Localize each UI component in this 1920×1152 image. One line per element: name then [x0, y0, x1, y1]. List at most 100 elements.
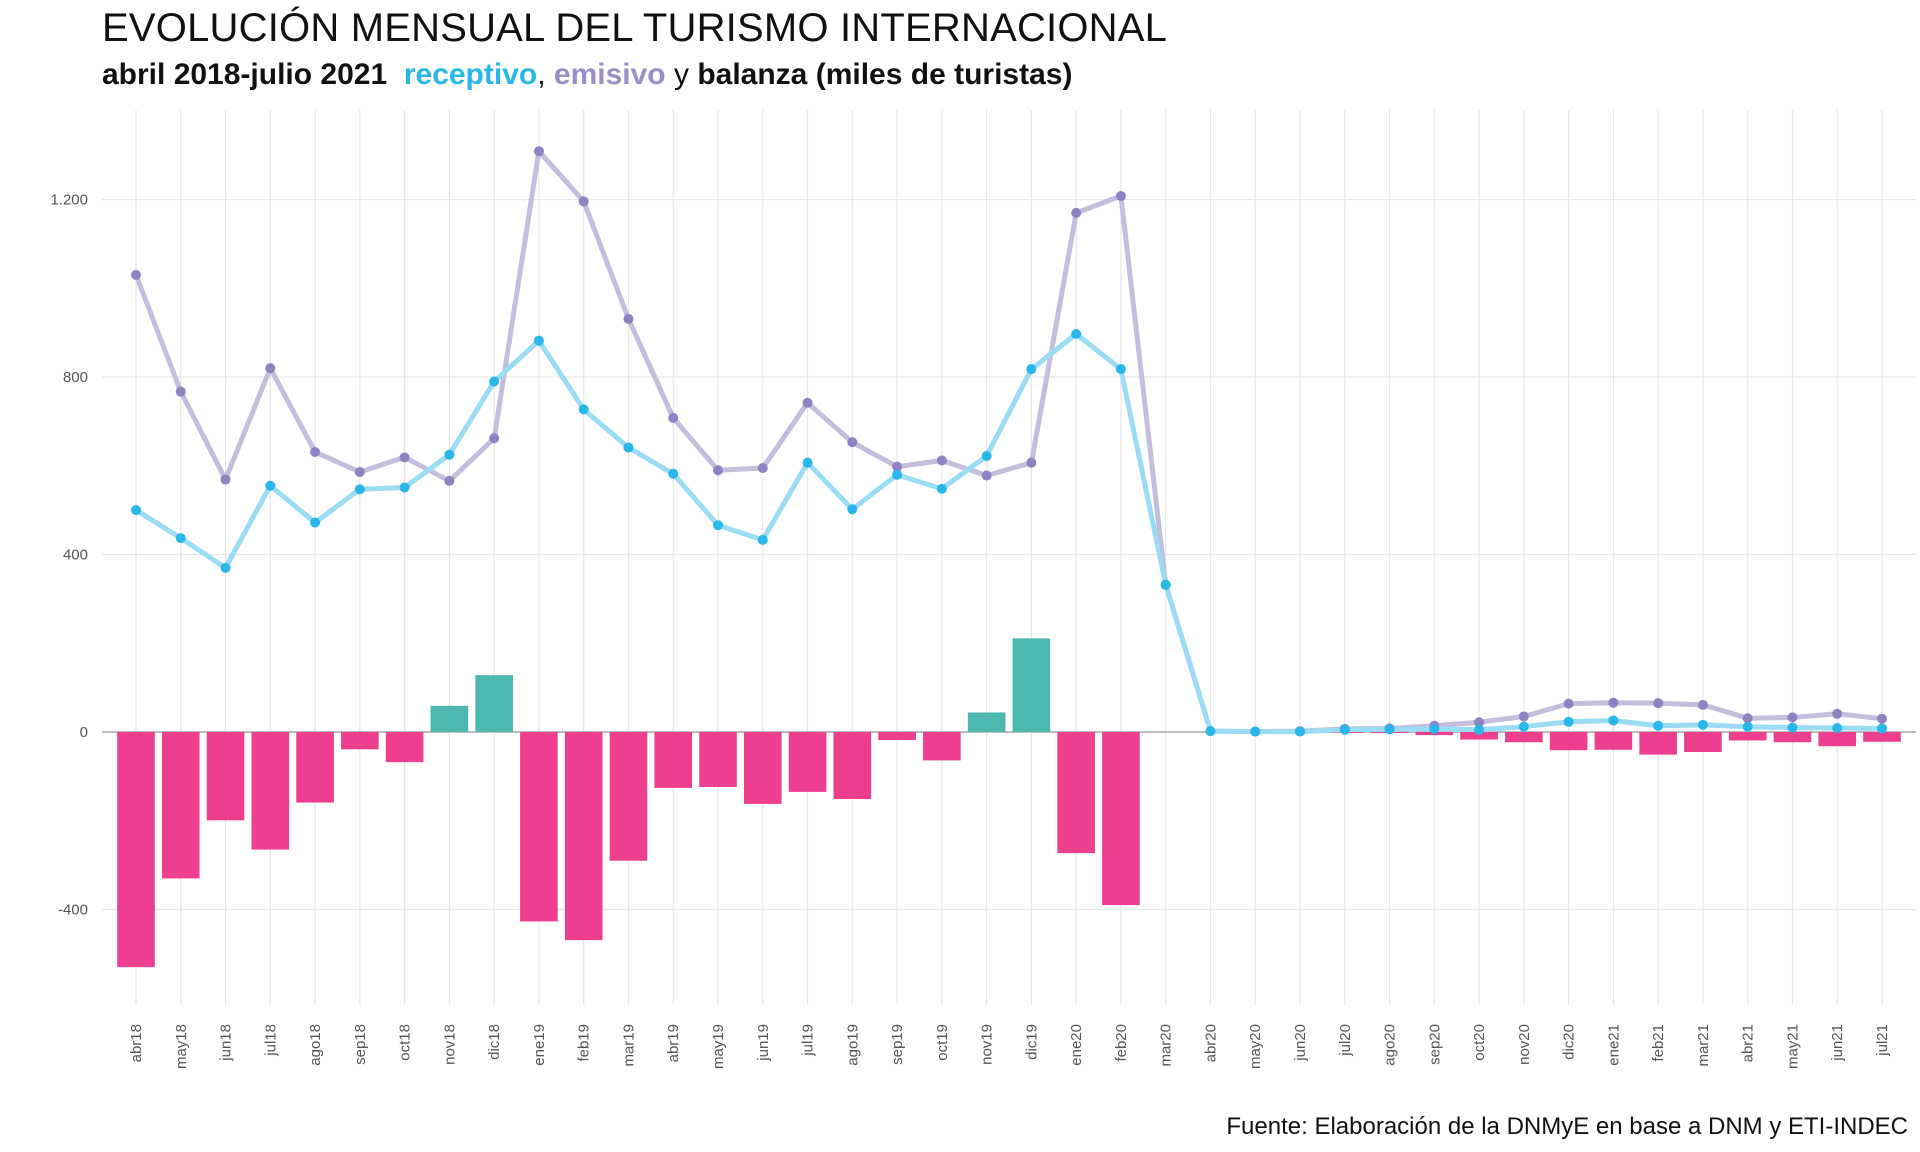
x-tick-label: jun18	[218, 1024, 235, 1062]
point-receptivo	[1474, 724, 1485, 735]
bar-balanza	[296, 732, 334, 803]
x-tick-label: oct18	[397, 1024, 414, 1061]
point-receptivo	[220, 562, 231, 573]
point-receptivo	[668, 468, 679, 479]
bar-balanza	[1057, 732, 1095, 854]
x-tick-label: ene21	[1605, 1024, 1622, 1066]
point-receptivo	[1339, 724, 1350, 735]
point-receptivo	[1026, 364, 1037, 375]
point-emisivo	[802, 397, 813, 408]
bar-balanza	[1818, 732, 1857, 747]
point-emisivo	[1742, 713, 1753, 724]
line-receptivo	[133, 331, 1885, 735]
point-receptivo	[444, 449, 455, 460]
bar-balanza	[1639, 732, 1677, 755]
point-receptivo	[578, 404, 589, 415]
subtitle-y: y	[673, 58, 689, 91]
point-emisivo	[489, 433, 500, 444]
x-tick-label: dic18	[486, 1024, 503, 1060]
point-receptivo	[265, 480, 276, 491]
bar-balanza	[1460, 732, 1498, 740]
x-tick-label: may18	[173, 1024, 190, 1069]
point-receptivo	[892, 469, 903, 480]
point-emisivo	[444, 475, 455, 486]
bar-balanza	[1863, 732, 1901, 742]
bar-balanza	[430, 705, 469, 732]
bar-balanza	[654, 732, 693, 788]
x-tick-label: ago18	[307, 1024, 324, 1066]
chart-subtitle: abril 2018-julio 2021 receptivo, emisivo…	[102, 58, 1072, 92]
point-receptivo	[399, 482, 410, 493]
point-receptivo	[1742, 721, 1753, 732]
point-receptivo	[1563, 716, 1574, 727]
bar-balanza	[385, 732, 424, 763]
bar-balanza	[923, 732, 961, 761]
x-tick-label: jul19	[800, 1024, 817, 1057]
point-emisivo	[354, 466, 365, 477]
point-emisivo	[578, 196, 589, 207]
point-receptivo	[713, 520, 723, 531]
x-tick-label: nov19	[979, 1024, 996, 1065]
bar-balanza	[475, 675, 513, 732]
point-emisivo	[1071, 207, 1082, 218]
y-tick-label: 0	[80, 724, 88, 741]
x-tick-label: dic19	[1023, 1024, 1040, 1060]
point-emisivo	[1115, 191, 1126, 202]
y-tick-label: -400	[58, 901, 88, 918]
point-receptivo	[1250, 726, 1261, 737]
bar-balanza	[1549, 732, 1588, 751]
point-receptivo	[1832, 723, 1843, 734]
legend-receptivo: receptivo	[403, 58, 538, 91]
bar-balanza	[788, 732, 827, 792]
x-tick-label: mar20	[1158, 1024, 1175, 1067]
x-tick-label: mar19	[620, 1024, 637, 1067]
source-note: Fuente: Elaboración de la DNMyE en base …	[1226, 1113, 1908, 1140]
point-receptivo	[847, 504, 858, 515]
x-tick-label: abr18	[128, 1024, 145, 1062]
point-receptivo	[354, 484, 365, 495]
point-emisivo	[847, 437, 858, 448]
point-receptivo	[1115, 364, 1126, 375]
bar-balanza	[520, 732, 558, 922]
x-tick-label: may21	[1784, 1024, 1801, 1069]
subtitle-comma: ,	[537, 58, 546, 91]
x-tick-label: abr19	[665, 1024, 682, 1062]
point-receptivo	[1429, 723, 1440, 734]
point-receptivo	[936, 483, 947, 494]
point-receptivo	[623, 442, 634, 453]
point-emisivo	[1832, 708, 1843, 719]
point-emisivo	[1518, 711, 1529, 722]
point-emisivo	[981, 470, 992, 481]
subtitle-period: abril 2018-julio 2021	[102, 58, 388, 91]
bar-balanza	[564, 732, 603, 941]
point-emisivo	[1877, 713, 1887, 724]
chart-title: EVOLUCIÓN MENSUAL DEL TURISMO INTERNACIO…	[102, 6, 1168, 50]
x-tick-label: sep19	[889, 1024, 906, 1065]
bar-balanza	[1728, 732, 1767, 741]
x-tick-label: jul18	[262, 1024, 279, 1057]
bar-balanza	[743, 732, 782, 804]
point-emisivo	[668, 412, 679, 423]
line-emisivo	[133, 148, 1885, 735]
point-receptivo	[1653, 720, 1664, 731]
point-receptivo	[1697, 719, 1708, 730]
point-emisivo	[399, 452, 410, 463]
x-tick-label: may20	[1247, 1024, 1264, 1069]
point-emisivo	[713, 465, 723, 476]
x-tick-label: mar21	[1695, 1024, 1712, 1067]
point-receptivo	[175, 533, 186, 544]
x-tick-label: jun19	[755, 1024, 772, 1062]
point-emisivo	[265, 363, 276, 374]
y-tick-label: 800	[63, 369, 88, 386]
x-tick-label: jun21	[1829, 1024, 1846, 1062]
bar-balanza	[1773, 732, 1812, 743]
bar-balanza	[1505, 732, 1543, 743]
bar-balanza	[117, 732, 155, 968]
legend-balanza: balanza (miles de turistas)	[697, 58, 1073, 91]
point-receptivo	[1608, 715, 1619, 726]
x-tick-label: ago20	[1382, 1024, 1399, 1066]
point-receptivo	[1071, 329, 1082, 340]
y-tick-label: 1.200	[50, 192, 88, 209]
bar-balanza	[1012, 638, 1051, 732]
